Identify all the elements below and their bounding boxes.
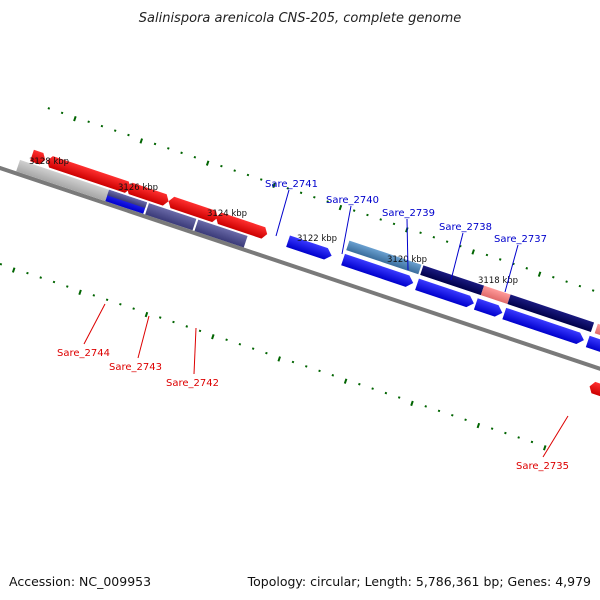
kbp-tick-label: 3126 kbp [118, 183, 158, 193]
upper-ruler [47, 107, 595, 292]
gene-sare-2737[interactable] [502, 294, 600, 358]
gene-label-sare-2737[interactable]: Sare_2737 [494, 234, 547, 245]
kbp-tick-label: 3124 kbp [207, 209, 247, 219]
genome-summary-text: Topology: circular; Length: 5,786,361 bp… [247, 574, 591, 589]
gene-label-sare-2740[interactable]: Sare_2740 [326, 195, 379, 206]
gene-label-sare-2741[interactable]: Sare_2741 [265, 179, 318, 190]
gene-sare-2742[interactable] [162, 195, 269, 253]
gene-label-sare-2744[interactable]: Sare_2744 [57, 348, 110, 359]
gene-label-sare-2735[interactable]: Sare_2735 [516, 461, 569, 472]
kbp-tick-label: 3122 kbp [297, 234, 337, 244]
bottom-gene-labels: Sare_2744 Sare_2743 Sare_2742 Sare_2735 [57, 303, 569, 472]
kbp-tick-label: 3128 kbp [29, 157, 69, 167]
gene-sare-2744-region[interactable] [16, 147, 151, 214]
gene-label-sare-2739[interactable]: Sare_2739 [382, 208, 435, 219]
top-gene-labels: Sare_2741 Sare_2740 Sare_2739 Sare_2738 … [265, 179, 547, 293]
gene-label-sare-2743[interactable]: Sare_2743 [109, 362, 162, 373]
gene-sare-2735[interactable] [583, 381, 600, 424]
map-title: Salinispora arenicola CNS-205, complete … [139, 11, 461, 26]
gene-sare-2739[interactable] [415, 265, 485, 310]
kbp-tick-label: 3120 kbp [387, 255, 427, 265]
gene-sare-2743[interactable] [120, 182, 200, 231]
gene-sare-2740[interactable] [341, 240, 422, 290]
genome-track [0, 107, 600, 451]
lower-ruler [0, 262, 547, 451]
gene-sare-2741[interactable] [286, 235, 333, 261]
genome-backbone [0, 161, 600, 395]
gene-label-sare-2742[interactable]: Sare_2742 [166, 378, 219, 389]
gene-sare-2738[interactable] [473, 285, 511, 319]
accession-text: Accession: NC_009953 [9, 574, 151, 589]
gene-label-sare-2738[interactable]: Sare_2738 [439, 222, 492, 233]
kbp-tick-label: 3118 kbp [478, 276, 518, 286]
